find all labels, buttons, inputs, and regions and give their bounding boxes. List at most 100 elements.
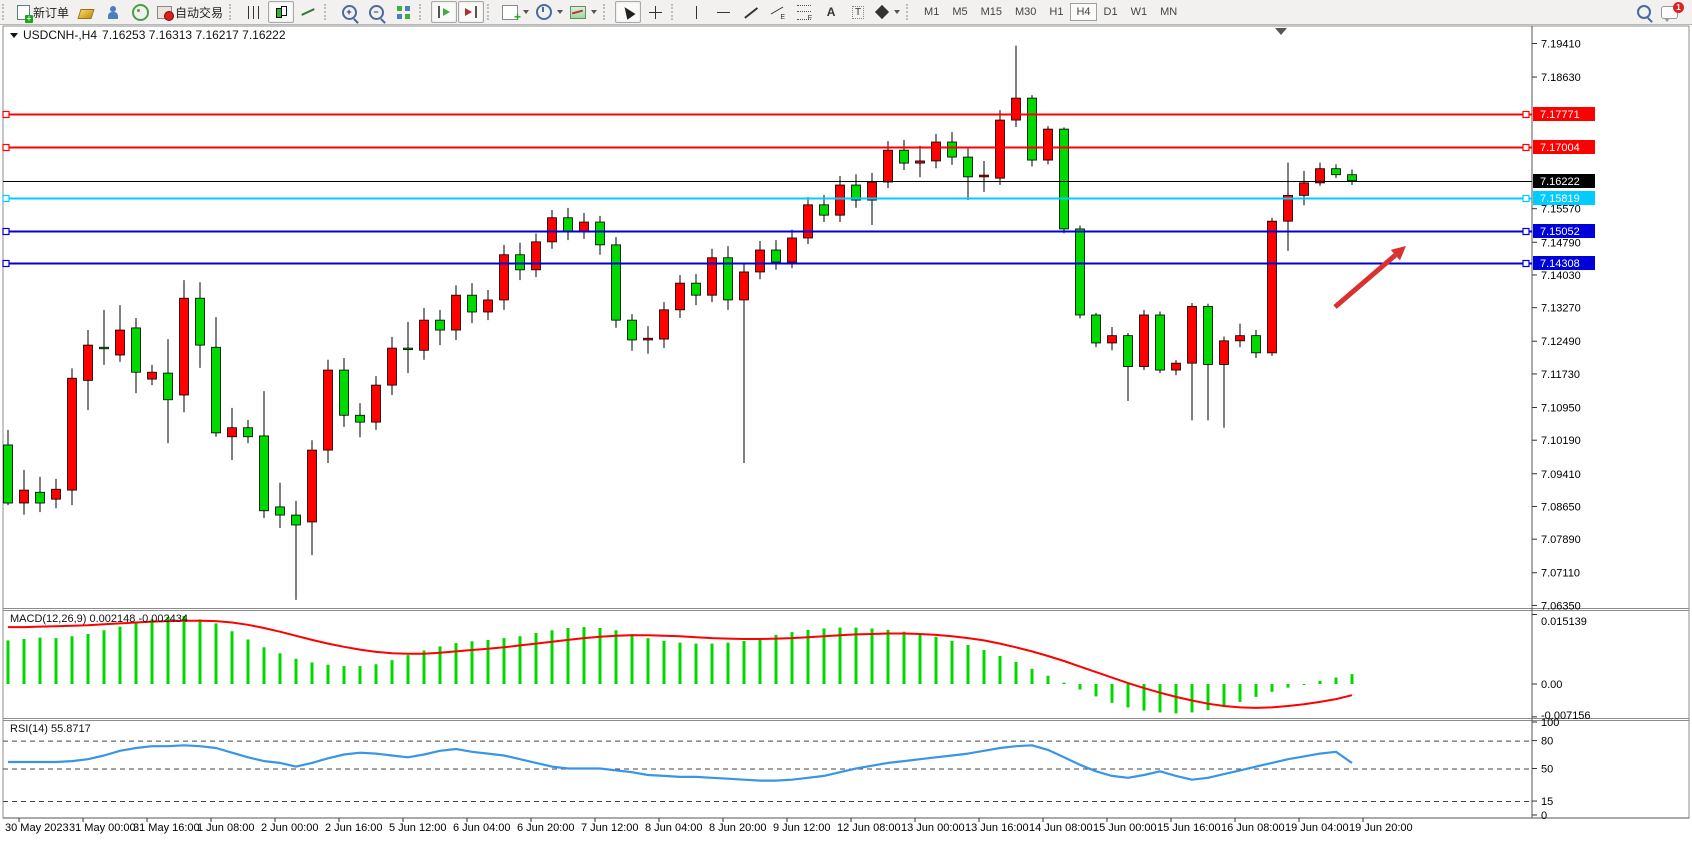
zoom-in-button[interactable]: + — [336, 1, 362, 23]
macd-histogram-bar — [1030, 668, 1034, 684]
macd-histogram-bar — [678, 642, 682, 684]
bar-chart-icon — [247, 5, 261, 19]
chevron-down-icon[interactable] — [591, 10, 598, 14]
text-label-button[interactable]: T — [845, 1, 871, 23]
macd-histogram-bar — [1174, 684, 1178, 714]
search-icon[interactable] — [1637, 5, 1651, 19]
line-anchor-handle[interactable] — [1522, 259, 1530, 268]
line-anchor-handle[interactable] — [2, 194, 10, 203]
hline-object-7.17771[interactable] — [2, 110, 1532, 119]
chart-shift-marker[interactable] — [1275, 28, 1287, 35]
candlestick-chart-button[interactable] — [268, 1, 295, 23]
line-anchor-handle[interactable] — [1522, 194, 1530, 203]
auto-scroll-button[interactable] — [431, 1, 458, 23]
timeframe-m30-button[interactable]: M30 — [1015, 6, 1037, 18]
text-button[interactable]: A — [818, 1, 844, 23]
time-axis-label: 30 May 2023 — [5, 822, 69, 834]
candle-body-up — [755, 249, 765, 273]
templates-button[interactable] — [567, 1, 600, 23]
macd-axis-tick: -0.007156 — [1541, 710, 1591, 722]
horizontal-line-button[interactable] — [710, 1, 736, 23]
new-order-icon: + — [17, 4, 33, 23]
notifications-icon[interactable]: 1 — [1661, 1, 1684, 22]
line-chart-button[interactable] — [295, 1, 321, 23]
channel-button[interactable] — [764, 1, 790, 23]
price-axis-tick: 7.11730 — [1541, 369, 1580, 381]
hline-object-7.15819[interactable] — [2, 194, 1532, 203]
candle-body-down — [339, 369, 349, 416]
profile-icon[interactable] — [100, 1, 126, 23]
bar-chart-button[interactable] — [241, 1, 267, 23]
macd-histogram-bar — [406, 655, 410, 684]
line-anchor-handle[interactable] — [1522, 110, 1530, 119]
hline-object-7.14308[interactable] — [2, 259, 1532, 268]
candlestick-chart-icon — [275, 5, 288, 19]
chart-shift-icon — [464, 6, 478, 18]
vertical-line-button[interactable] — [683, 1, 709, 23]
line-anchor-handle[interactable] — [1522, 227, 1530, 236]
candle-body-down — [947, 141, 957, 158]
hline-object-7.17004[interactable] — [2, 143, 1532, 152]
periods-button[interactable] — [533, 1, 566, 23]
line-anchor-handle[interactable] — [2, 227, 10, 236]
hline-object-7.15052[interactable] — [2, 227, 1532, 236]
arrows-button[interactable] — [872, 1, 903, 23]
macd-histogram-bar — [1110, 684, 1114, 703]
timeframe-h1-button[interactable]: H1 — [1049, 6, 1064, 18]
autotrading-button[interactable]: 自动交易 — [154, 1, 226, 23]
macd-histogram-bar — [294, 658, 298, 684]
macd-histogram-bar — [390, 660, 394, 684]
cursor-button[interactable] — [615, 1, 642, 23]
time-axis-label: 6 Jun 20:00 — [517, 822, 575, 834]
tile-windows-button[interactable] — [390, 1, 416, 23]
timeframe-h4-button[interactable]: H4 — [1070, 3, 1097, 21]
timeframe-mn-button[interactable]: MN — [1160, 6, 1178, 18]
macd-histogram-bar — [182, 616, 186, 684]
profile-icon-icon — [107, 5, 119, 19]
line-anchor-handle[interactable] — [1522, 143, 1530, 152]
candle-body-down — [163, 372, 173, 401]
indicators-button[interactable] — [499, 1, 532, 24]
chevron-down-icon[interactable] — [557, 10, 564, 14]
candle-body-up — [1043, 128, 1053, 161]
macd-histogram-bar — [998, 656, 1002, 684]
signals-icon[interactable] — [127, 1, 153, 23]
new-order-button[interactable]: + 新订单 — [14, 1, 72, 23]
candle-body-up — [739, 271, 749, 301]
macd-histogram-bar — [22, 639, 26, 684]
price-axis-badge-7.14308: 7.14308 — [1533, 256, 1595, 270]
macd-histogram-bar — [1318, 680, 1322, 684]
candle-body-up — [979, 174, 989, 178]
candle-body-down — [35, 491, 45, 504]
candle-body-down — [1203, 305, 1213, 365]
timeframe-m1-button[interactable]: M1 — [924, 6, 940, 18]
price-axis-tick: 7.10950 — [1541, 403, 1581, 415]
time-axis-label: 14 Jun 08:00 — [1029, 822, 1093, 834]
time-axis-label: 31 May 00:00 — [69, 822, 136, 834]
chevron-down-icon[interactable] — [523, 10, 530, 14]
line-anchor-handle[interactable] — [2, 143, 10, 152]
macd-histogram-bar — [1142, 684, 1146, 711]
chart-shift-button[interactable] — [458, 1, 485, 23]
styler-icon[interactable] — [73, 1, 99, 23]
timeframe-m15-button[interactable]: M15 — [980, 6, 1002, 18]
trendline-button[interactable] — [737, 1, 763, 23]
arrow-annotation[interactable] — [1333, 246, 1406, 309]
chevron-down-icon[interactable] — [894, 10, 901, 14]
line-anchor-handle[interactable] — [2, 259, 10, 268]
chevron-down-icon[interactable] — [10, 32, 18, 38]
svg-text:7.15819: 7.15819 — [1540, 193, 1580, 205]
price-axis-tick: 7.18630 — [1541, 72, 1581, 84]
arrows-icon — [874, 4, 890, 20]
timeframe-w1-button[interactable]: W1 — [1130, 6, 1148, 18]
fibonacci-button[interactable] — [791, 1, 817, 23]
line-anchor-handle[interactable] — [2, 110, 10, 119]
crosshair-button[interactable] — [642, 1, 668, 23]
macd-histogram-bar — [886, 629, 890, 684]
timeframe-d1-button[interactable]: D1 — [1103, 6, 1118, 18]
zoom-out-button[interactable]: − — [363, 1, 389, 23]
fibonacci-icon — [797, 4, 812, 22]
timeframe-m5-button[interactable]: M5 — [952, 6, 968, 18]
